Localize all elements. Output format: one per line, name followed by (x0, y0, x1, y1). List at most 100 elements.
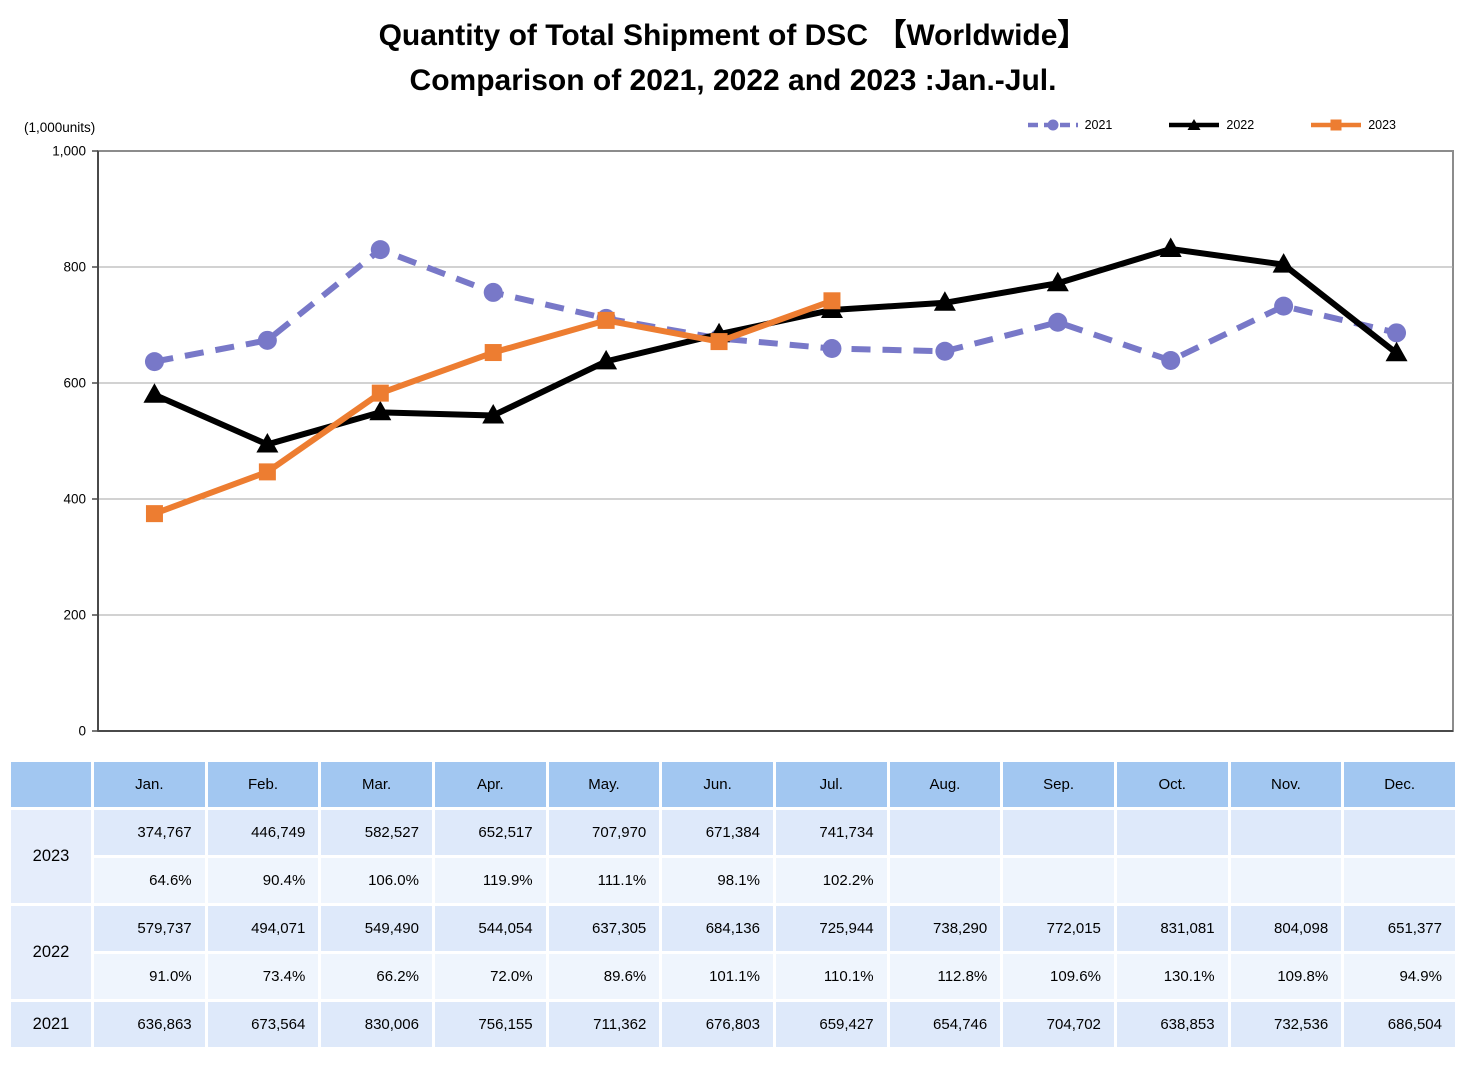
value-cell (1344, 810, 1455, 855)
percent-cell: 101.1% (662, 954, 773, 999)
data-point-2022 (143, 383, 166, 403)
2021-legend-marker (1047, 119, 1059, 131)
month-header-aug: Aug. (889, 762, 1001, 807)
y-axis-tick-label: 200 (63, 608, 86, 623)
value-cell: 738,290 (889, 906, 1001, 951)
y-axis-tick-label: 0 (78, 724, 86, 739)
series-line-2021 (153, 246, 1398, 365)
chart-title-line1: Quantity of Total Shipment of DSC 【World… (378, 19, 1088, 52)
percent-cell: 64.6% (94, 858, 205, 903)
data-point-2021 (935, 341, 955, 361)
value-cell: 637,305 (548, 906, 660, 951)
y-axis-tick-label: 600 (63, 376, 86, 391)
legend-item-2023: 2023 (1310, 117, 1396, 133)
legend-label-2022: 2022 (1226, 118, 1255, 132)
percent-cell: 98.1% (662, 858, 773, 903)
value-cell: 831,081 (1116, 906, 1228, 951)
month-header-jun: Jun. (662, 762, 773, 807)
percent-cell: 91.0% (94, 954, 205, 999)
percent-cell: 72.0% (434, 954, 546, 999)
value-cell (1003, 810, 1114, 855)
legend-label-2021: 2021 (1084, 118, 1113, 132)
data-table: Jan. Feb. Mar. Apr. May. Jun. Jul. Aug. Sep. Oct.… (8, 759, 1458, 1050)
value-cell: 673,564 (207, 1002, 319, 1047)
value-cell: 652,517 (434, 810, 546, 855)
data-point-2023 (145, 505, 163, 523)
data-point-2022 (933, 291, 956, 311)
percent-cell (1230, 858, 1342, 903)
data-point-2023 (484, 344, 502, 362)
data-point-2023 (710, 333, 728, 351)
data-point-2022 (482, 403, 505, 424)
y-axis-tick-label: 800 (63, 260, 86, 275)
month-header-mar: Mar. (321, 762, 432, 807)
chart-meta-row: (1,000units) 2021 2022 2023 (0, 103, 1466, 139)
value-cell: 707,970 (548, 810, 660, 855)
chart-title: Quantity of Total Shipment of DSC 【World… (0, 0, 1466, 103)
data-point-2021 (1274, 296, 1294, 316)
value-cell: 659,427 (775, 1002, 887, 1047)
2023-legend-marker (1330, 119, 1342, 131)
value-cell (889, 810, 1001, 855)
data-point-2022 (369, 400, 392, 421)
percent-cell: 94.9% (1344, 954, 1455, 999)
data-point-2022 (1385, 341, 1408, 362)
value-cell: 756,155 (434, 1002, 546, 1047)
year-cell-2023: 2023 (11, 810, 91, 903)
percent-cell: 119.9% (434, 858, 546, 903)
percent-cell: 109.6% (1003, 954, 1114, 999)
data-point-2021 (483, 282, 503, 302)
y-axis-tick-label: 1,000 (52, 144, 86, 159)
month-header-jan: Jan. (94, 762, 205, 807)
month-header-oct: Oct. (1116, 762, 1228, 807)
data-point-2023 (371, 384, 389, 402)
value-cell: 636,863 (94, 1002, 205, 1047)
data-point-2022 (256, 432, 279, 453)
percent-cell: 73.4% (207, 954, 319, 999)
data-point-2021 (1387, 323, 1407, 343)
month-header-jul: Jul. (775, 762, 887, 807)
data-point-2022 (1159, 237, 1182, 257)
percent-cell: 106.0% (321, 858, 432, 903)
legend-item-2021: 2021 (1027, 117, 1113, 133)
data-point-2021 (822, 339, 842, 359)
plot-area (97, 150, 1454, 732)
data-point-2022 (1046, 271, 1069, 292)
data-point-2023 (597, 311, 615, 329)
percent-cell (1116, 858, 1228, 903)
table-row-2023-percents: 64.6% 90.4% 106.0% 119.9% 111.1% 98.1% 102.2% (11, 858, 1455, 903)
value-cell: 676,803 (662, 1002, 773, 1047)
table-row-2022-values: 2022 579,737 494,071 549,490 544,054 637,305 6… (11, 906, 1455, 999)
month-header-feb: Feb. (207, 762, 319, 807)
month-header-nov: Nov. (1230, 762, 1342, 807)
legend-2021-line-icon (1027, 119, 1078, 131)
value-cell: 671,384 (662, 810, 773, 855)
data-point-2021 (1161, 350, 1181, 370)
table-row-2021-values: 2021 636,863 673,564 830,006 756,155 711,362 6… (11, 1002, 1455, 1047)
value-cell: 684,136 (662, 906, 773, 951)
2022-legend-marker (1187, 119, 1201, 130)
value-cell: 638,853 (1116, 1002, 1228, 1047)
legend-label-2023: 2023 (1368, 118, 1396, 132)
month-header-apr: Apr. (434, 762, 546, 807)
value-cell: 711,362 (548, 1002, 660, 1047)
data-point-2021 (1048, 312, 1068, 332)
value-cell: 772,015 (1003, 906, 1114, 951)
percent-cell: 112.8% (889, 954, 1001, 999)
value-cell (1116, 810, 1228, 855)
y-axis-unit-label: (1,000units) (24, 120, 96, 135)
table-header-row: Jan. Feb. Mar. Apr. May. Jun. Jul. Aug. Sep. Oct.… (11, 762, 1455, 807)
value-cell: 654,746 (889, 1002, 1001, 1047)
data-point-2022 (1272, 253, 1295, 273)
percent-cell (1003, 858, 1114, 903)
table-row-2022-percents: 91.0% 73.4% 66.2% 72.0% 89.6% 101.1% 110.1% 112… (11, 954, 1455, 999)
chart-legend: 2021 2022 2023 (1027, 117, 1396, 133)
percent-cell (889, 858, 1001, 903)
value-cell: 579,737 (94, 906, 205, 951)
percent-cell: 90.4% (207, 858, 319, 903)
value-cell: 446,749 (207, 810, 319, 855)
value-cell: 549,490 (321, 906, 432, 951)
percent-cell: 110.1% (775, 954, 887, 999)
value-cell: 725,944 (775, 906, 887, 951)
